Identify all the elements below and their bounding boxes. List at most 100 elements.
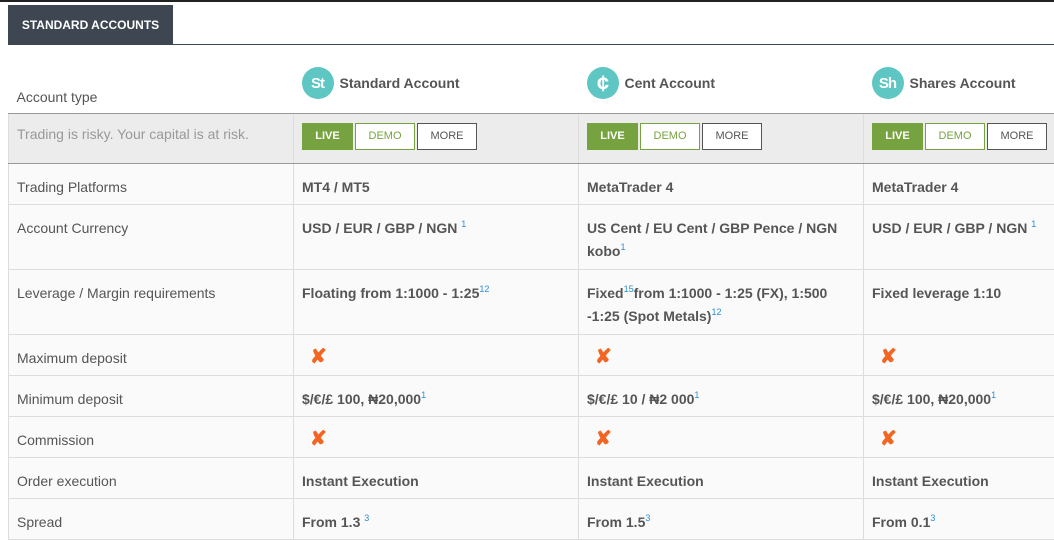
footnote-link[interactable]: 1	[991, 390, 996, 400]
demo-button[interactable]: DEMO	[355, 123, 415, 150]
cell-text: MT4 / MT5	[302, 179, 370, 195]
table-cell: MetaTrader 4	[864, 164, 1054, 205]
cell-text: From 1.5	[587, 514, 645, 530]
footnote-link[interactable]: 1	[461, 219, 466, 229]
more-button[interactable]: MORE	[417, 123, 477, 150]
more-button[interactable]: MORE	[987, 123, 1047, 150]
account-type-label: Account type	[9, 45, 294, 114]
risk-warning: Trading is risky. Your capital is at ris…	[9, 114, 294, 164]
table-cell: ✘	[864, 335, 1054, 376]
row-label: Trading Platforms	[9, 164, 294, 205]
accounts-table: Account type St Standard Account ¢ Cent Ac…	[8, 45, 1054, 540]
table-cell: ✘	[864, 417, 1054, 458]
risk-row: Trading is risky. Your capital is at ris…	[9, 114, 1054, 164]
top-border	[0, 0, 1054, 2]
row-label: Commission	[9, 417, 294, 458]
cross-icon: ✘	[302, 428, 327, 450]
footnote-link[interactable]: 1	[421, 390, 426, 400]
table-cell: From 0.13	[864, 499, 1054, 540]
table-row: Minimum deposit$/€/£ 100, ₦20,0001$/€/£ …	[9, 376, 1054, 417]
table-cell: USD / EUR / GBP / NGN 1	[864, 205, 1054, 270]
footnote-link[interactable]: 15	[624, 284, 634, 294]
cell-text: Fixed leverage 1:10	[872, 285, 1001, 301]
table-cell: MT4 / MT5	[294, 164, 579, 205]
cell-text: Instant Execution	[302, 473, 419, 489]
account-name: Cent Account	[625, 72, 715, 95]
cell-text: From 1.3	[302, 514, 364, 530]
footnote-link[interactable]: 3	[645, 513, 650, 523]
table-cell: US Cent / EU Cent / GBP Pence / NGN kobo…	[579, 205, 864, 270]
table-cell: MetaTrader 4	[579, 164, 864, 205]
cell-text: US Cent / EU Cent / GBP Pence / NGN kobo	[587, 220, 837, 259]
cell-text: $/€/£ 10 / ₦2 000	[587, 391, 694, 407]
cell-text: MetaTrader 4	[872, 179, 958, 195]
cell-text: Floating from 1:1000 - 1:25	[302, 285, 479, 301]
shares-account-header: Sh Shares Account	[864, 45, 1054, 114]
cross-icon: ✘	[587, 346, 612, 368]
footnote-link[interactable]: 12	[711, 307, 721, 317]
table-row: Maximum deposit ✘ ✘ ✘	[9, 335, 1054, 376]
cross-icon: ✘	[587, 428, 612, 450]
shares-account-logo-icon: Sh	[872, 67, 904, 99]
row-label: Maximum deposit	[9, 335, 294, 376]
table-cell: ✘	[294, 417, 579, 458]
table-row: Trading Platforms MT4 / MT5 MetaTrader 4 Me…	[9, 164, 1054, 205]
row-label: Leverage / Margin requirements	[9, 270, 294, 335]
table-row: Order execution Instant Execution Instant …	[9, 458, 1054, 499]
row-label: Minimum deposit	[9, 376, 294, 417]
cell-text: USD / EUR / GBP / NGN	[302, 220, 461, 236]
table-cell: Floating from 1:1000 - 1:2512	[294, 270, 579, 335]
cell-text: $/€/£ 100, ₦20,000	[302, 391, 421, 407]
table-row: Commission ✘ ✘ ✘	[9, 417, 1054, 458]
footnote-link[interactable]: 12	[479, 284, 489, 294]
row-label: Order execution	[9, 458, 294, 499]
footnote-link[interactable]: 1	[620, 242, 625, 252]
demo-button[interactable]: DEMO	[640, 123, 700, 150]
standard-account-logo-icon: St	[302, 67, 334, 99]
cross-icon: ✘	[872, 428, 897, 450]
cell-text: Instant Execution	[587, 473, 704, 489]
demo-button[interactable]: DEMO	[925, 123, 985, 150]
header-row: Account type St Standard Account ¢ Cent Ac…	[9, 45, 1054, 114]
live-button[interactable]: LIVE	[587, 123, 638, 150]
table-cell: From 1.3 3	[294, 499, 579, 540]
table-cell: Instant Execution	[294, 458, 579, 499]
footnote-link[interactable]: 3	[364, 513, 369, 523]
account-name: Shares Account	[910, 72, 1016, 95]
more-button[interactable]: MORE	[702, 123, 762, 150]
table-cell: ✘	[579, 335, 864, 376]
cent-account-header: ¢ Cent Account	[579, 45, 864, 114]
footnote-link[interactable]: 1	[1031, 219, 1036, 229]
cell-text: Instant Execution	[872, 473, 989, 489]
row-label: Spread	[9, 499, 294, 540]
standard-account-header: St Standard Account	[294, 45, 579, 114]
table-cell: ✘	[579, 417, 864, 458]
table-cell: $/€/£ 10 / ₦2 0001	[579, 376, 864, 417]
live-button[interactable]: LIVE	[302, 123, 353, 150]
table-cell: From 1.53	[579, 499, 864, 540]
cross-icon: ✘	[872, 346, 897, 368]
table-cell: Fixed leverage 1:10	[864, 270, 1054, 335]
cell-text: USD / EUR / GBP / NGN	[872, 220, 1031, 236]
table-cell: Instant Execution	[579, 458, 864, 499]
tab-standard-accounts[interactable]: STANDARD ACCOUNTS	[8, 5, 173, 44]
cross-icon: ✘	[302, 346, 327, 368]
cell-text: $/€/£ 100, ₦20,000	[872, 391, 991, 407]
row-label: Account Currency	[9, 205, 294, 270]
cell-text: MetaTrader 4	[587, 179, 673, 195]
footnote-link[interactable]: 1	[694, 390, 699, 400]
table-cell: $/€/£ 100, ₦20,0001	[294, 376, 579, 417]
account-name: Standard Account	[340, 72, 460, 95]
cell-text: From 0.1	[872, 514, 930, 530]
cell-text: Fixed	[587, 285, 624, 301]
table-cell: Instant Execution	[864, 458, 1054, 499]
footnote-link[interactable]: 3	[930, 513, 935, 523]
cent-account-logo-icon: ¢	[587, 67, 619, 99]
table-cell: USD / EUR / GBP / NGN 1	[294, 205, 579, 270]
live-button[interactable]: LIVE	[872, 123, 923, 150]
